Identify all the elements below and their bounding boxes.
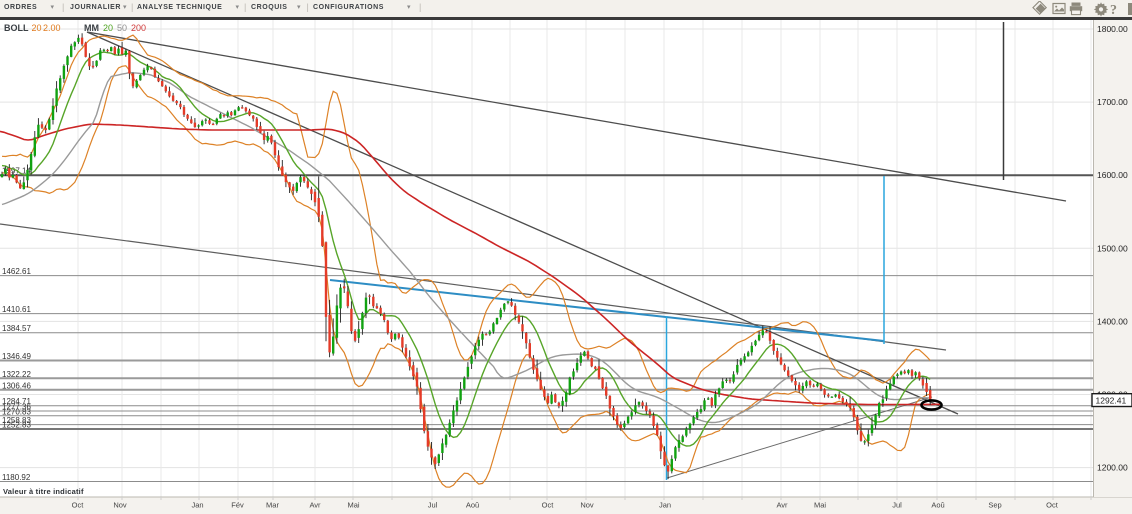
svg-text:1292.41: 1292.41: [1096, 396, 1127, 406]
svg-text:Aoû: Aoû: [466, 501, 479, 510]
svg-text:1384.57: 1384.57: [2, 324, 31, 333]
svg-text:Jul: Jul: [428, 501, 438, 510]
svg-text:1600.00: 1600.00: [1097, 170, 1128, 180]
svg-text:Nov: Nov: [113, 501, 127, 510]
svg-text:Aoû: Aoû: [931, 501, 944, 510]
svg-text:Nov: Nov: [580, 501, 594, 510]
svg-text:Avr: Avr: [776, 501, 788, 510]
svg-text:1300.00: 1300.00: [1097, 390, 1128, 400]
svg-text:Oct: Oct: [72, 501, 85, 510]
svg-text:Avr: Avr: [309, 501, 321, 510]
svg-text:Fév: Fév: [231, 501, 244, 510]
svg-text:1258.83: 1258.83: [2, 416, 31, 425]
svg-text:Mar: Mar: [266, 501, 279, 510]
svg-text:Oct: Oct: [1046, 501, 1059, 510]
svg-text:Mai: Mai: [814, 501, 826, 510]
svg-text:1284.71: 1284.71: [2, 397, 31, 406]
svg-text:1400.00: 1400.00: [1097, 316, 1128, 326]
svg-text:1800.00: 1800.00: [1097, 24, 1128, 34]
svg-text:Sep: Sep: [988, 501, 1001, 510]
svg-text:Jan: Jan: [191, 501, 203, 510]
svg-text:?: ?: [1110, 3, 1117, 17]
svg-text:1277.36: 1277.36: [2, 403, 31, 412]
svg-text:1597.14: 1597.14: [2, 167, 31, 176]
svg-text:1700.00: 1700.00: [1097, 97, 1128, 107]
svg-text:1346.49: 1346.49: [2, 352, 31, 361]
svg-text:Valeur à titre indicatif: Valeur à titre indicatif: [3, 487, 84, 496]
svg-text:1322.22: 1322.22: [2, 370, 31, 379]
svg-text:1252.83: 1252.83: [2, 421, 31, 430]
svg-text:Jan: Jan: [659, 501, 671, 510]
svg-text:1180.92: 1180.92: [2, 473, 31, 482]
svg-text:1270.83: 1270.83: [2, 407, 31, 416]
svg-text:Mai: Mai: [347, 501, 359, 510]
svg-text:1200.00: 1200.00: [1097, 463, 1128, 473]
svg-text:Jul: Jul: [892, 501, 902, 510]
svg-text:1500.00: 1500.00: [1097, 243, 1128, 253]
svg-text:1410.61: 1410.61: [2, 305, 31, 314]
svg-text:Oct: Oct: [542, 501, 555, 510]
svg-text:1462.61: 1462.61: [2, 267, 31, 276]
svg-text:1306.46: 1306.46: [2, 381, 31, 390]
